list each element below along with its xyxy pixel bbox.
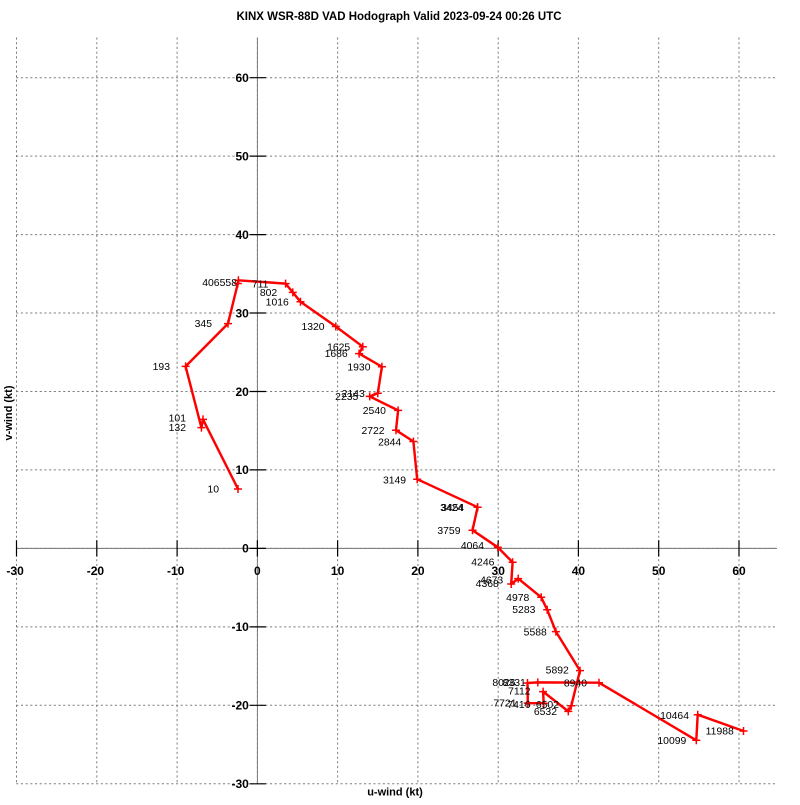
svg-text:3759: 3759 [437, 526, 460, 537]
svg-text:20: 20 [235, 385, 249, 399]
svg-text:1016: 1016 [266, 297, 289, 308]
svg-text:50: 50 [235, 149, 249, 163]
svg-text:KINX WSR-88D VAD Hodograph Val: KINX WSR-88D VAD Hodograph Valid 2023-09… [236, 11, 561, 23]
svg-text:-30: -30 [6, 564, 24, 578]
svg-text:1320: 1320 [301, 322, 324, 333]
svg-text:5588: 5588 [524, 628, 547, 639]
svg-text:4064: 4064 [461, 541, 484, 552]
svg-text:5283: 5283 [512, 605, 535, 616]
svg-text:1686: 1686 [325, 349, 348, 360]
svg-text:558: 558 [220, 278, 238, 289]
svg-text:-10: -10 [167, 564, 185, 578]
svg-text:132: 132 [169, 423, 187, 434]
svg-text:4673: 4673 [480, 575, 503, 586]
svg-text:1930: 1930 [347, 363, 370, 374]
svg-text:4368: 4368 [476, 579, 499, 590]
svg-text:-30: -30 [231, 777, 249, 791]
svg-text:20: 20 [411, 564, 425, 578]
svg-text:50: 50 [652, 564, 666, 578]
svg-text:11988: 11988 [706, 727, 734, 738]
svg-text:-10: -10 [231, 620, 249, 634]
svg-text:60: 60 [235, 71, 249, 85]
svg-text:30: 30 [235, 306, 249, 320]
svg-text:2540: 2540 [363, 406, 386, 417]
svg-text:2235: 2235 [335, 392, 358, 403]
svg-text:10: 10 [207, 485, 219, 496]
svg-text:4246: 4246 [471, 558, 494, 569]
svg-text:3149: 3149 [383, 475, 406, 486]
svg-text:193: 193 [153, 362, 171, 373]
svg-text:v-wind (kt): v-wind (kt) [3, 385, 15, 440]
svg-text:2143: 2143 [342, 389, 365, 400]
svg-text:10464: 10464 [660, 711, 689, 722]
svg-text:30: 30 [492, 564, 506, 578]
svg-text:3424: 3424 [440, 503, 463, 514]
svg-text:8026: 8026 [492, 678, 515, 689]
svg-text:7721: 7721 [493, 699, 516, 710]
svg-text:2722: 2722 [361, 426, 384, 437]
svg-text:406: 406 [202, 278, 220, 289]
svg-text:101: 101 [169, 414, 187, 425]
svg-text:2844: 2844 [378, 437, 401, 448]
svg-text:802: 802 [260, 288, 278, 299]
svg-text:5892: 5892 [546, 665, 569, 676]
svg-text:10099: 10099 [657, 736, 686, 747]
svg-text:60: 60 [732, 564, 746, 578]
svg-text:-20: -20 [87, 564, 105, 578]
svg-text:345: 345 [195, 319, 213, 330]
svg-text:6532: 6532 [534, 707, 557, 718]
svg-text:10: 10 [331, 564, 345, 578]
svg-text:0: 0 [242, 542, 249, 556]
svg-text:7112: 7112 [508, 687, 531, 698]
svg-text:3454: 3454 [441, 503, 464, 514]
svg-text:8940: 8940 [564, 678, 587, 689]
svg-text:40: 40 [235, 228, 249, 242]
svg-text:7416: 7416 [507, 700, 530, 711]
svg-text:40: 40 [572, 564, 586, 578]
svg-text:u-wind (kt): u-wind (kt) [367, 787, 423, 799]
svg-text:8331: 8331 [503, 678, 526, 689]
svg-text:711: 711 [252, 280, 269, 291]
svg-text:-20: -20 [231, 699, 249, 713]
svg-text:6502: 6502 [536, 700, 559, 711]
svg-text:1625: 1625 [327, 342, 350, 353]
svg-text:4978: 4978 [506, 593, 529, 604]
svg-text:10: 10 [235, 463, 249, 477]
svg-text:0: 0 [254, 564, 261, 578]
